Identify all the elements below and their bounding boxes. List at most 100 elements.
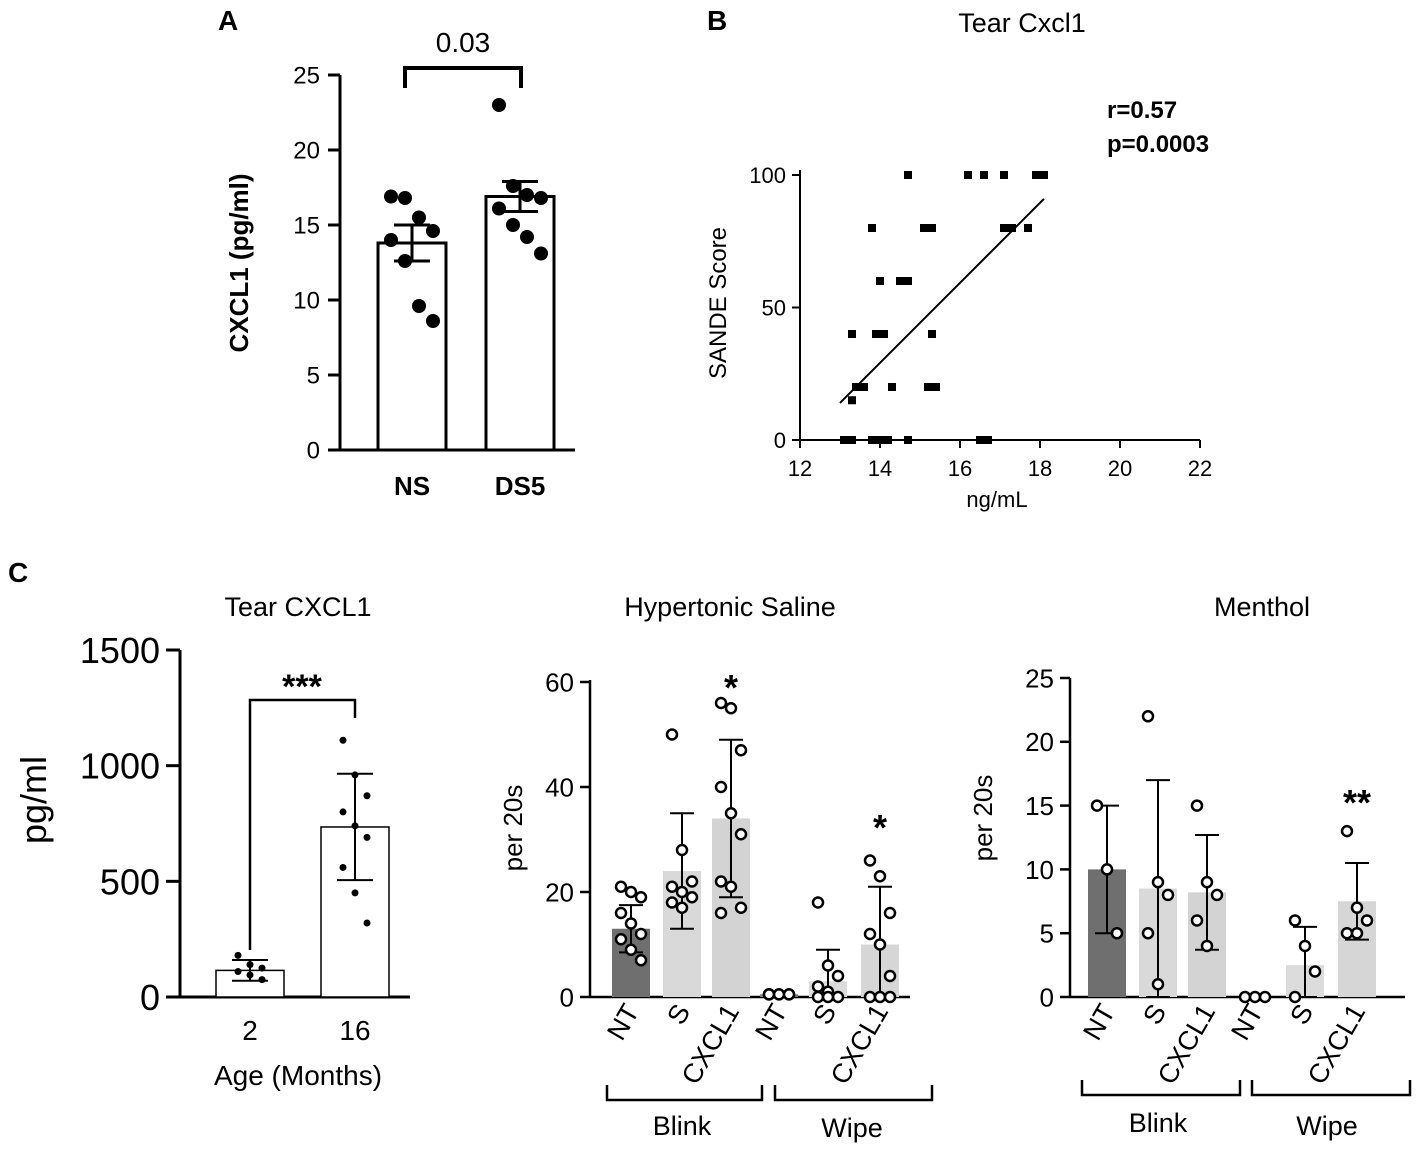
panel-a-bar-ns	[376, 241, 448, 452]
panel-b-data-point	[872, 330, 880, 338]
panel-c2-data-point	[873, 990, 887, 1004]
panel-c3-data-point	[1161, 888, 1175, 902]
panel-a-data-point	[534, 246, 548, 261]
panel-b-data-point	[884, 436, 892, 444]
panel-c1-ytick-label: 1500	[80, 630, 160, 671]
panel-c2-category-label: NT	[601, 999, 645, 1045]
panel-c3-category-label: NT	[1225, 999, 1269, 1045]
panel-a-category-ds5: DS5	[495, 471, 546, 501]
panel-b-data-point	[928, 330, 936, 338]
panel-a-ytick-label: 20	[293, 138, 320, 165]
panel-c3-ytick-label: 10	[1025, 855, 1054, 885]
panel-b-data-point	[840, 436, 848, 444]
panel-c3-data-point	[1350, 926, 1364, 940]
panel-c3-data-point	[1340, 926, 1354, 940]
panel-c2-significance: *	[724, 667, 738, 708]
panel-c2-data-point	[762, 988, 776, 1001]
panel-a-data-point	[520, 230, 534, 244]
panel-b-data-point	[876, 277, 884, 285]
panel-c2-data-point	[831, 969, 845, 983]
panel-c3-category-label: S	[1284, 999, 1319, 1030]
panel-c1-data-point	[351, 822, 359, 830]
panel-b-xtick-label: 16	[948, 456, 972, 481]
panel-c2-data-point	[883, 906, 897, 920]
panel-c3-data-point	[1110, 926, 1124, 940]
panel-c2-data-point	[714, 780, 728, 794]
panel-a-data-point	[506, 179, 520, 193]
panel-c1-data-point	[351, 889, 359, 897]
panel-c2-data-point	[685, 891, 699, 904]
panel-c2-data-point	[734, 744, 748, 757]
panel-c2-data-point	[724, 702, 738, 715]
panel-a-pvalue: 0.03	[436, 27, 491, 58]
panel-label-b: B	[707, 5, 727, 36]
panel-c2-data-point	[863, 854, 877, 867]
panel-a-category-ns: NS	[394, 471, 430, 501]
panel-b-data-point	[1008, 224, 1016, 232]
panel-b-data-point	[1000, 171, 1008, 179]
panel-a-data-point	[506, 218, 520, 232]
panel-b-data-point	[984, 436, 992, 444]
panel-b-data-point	[980, 171, 988, 179]
panel-c2-data-point	[614, 906, 628, 920]
panel-c2-data-point	[863, 927, 877, 941]
panel-c1-data-point	[234, 968, 242, 976]
panel-c2-data-point	[634, 927, 648, 941]
panel-c2-ylabel: per 20s	[498, 785, 528, 872]
panel-b-xlabel: ng/mL	[966, 487, 1027, 512]
panel-c3-ytick-label: 0	[1040, 982, 1054, 1012]
panel-c1-ytick-label: 500	[100, 861, 160, 902]
panel-c3-data-point	[1141, 926, 1155, 940]
panel-c2-data-point	[714, 906, 728, 920]
panel-c2-data-point	[634, 891, 648, 904]
panel-c2-data-point	[614, 933, 628, 946]
panel-c2-data-point	[675, 885, 689, 899]
panel-c3-data-point	[1190, 914, 1204, 927]
panel-a-ytick-label: 5	[307, 363, 320, 390]
panel-c2-data-point	[624, 885, 638, 899]
panel-c3-data-point	[1210, 888, 1224, 902]
panel-c2-ytick-label: 0	[560, 982, 574, 1012]
panel-c3-data-point	[1141, 710, 1155, 723]
panel-c3-group-blink: Blink	[1129, 1108, 1188, 1138]
panel-a-ytick-label: 15	[293, 213, 320, 240]
panel-c3-ytick-label: 5	[1040, 919, 1054, 949]
panel-b-xtick-label: 14	[868, 456, 892, 481]
panel-c3-data-point	[1151, 977, 1165, 991]
panel-c3-ytick-label: 15	[1025, 791, 1054, 821]
panel-c1-category-2: 2	[242, 1015, 258, 1046]
panel-b-data-point	[920, 224, 928, 232]
panel-a-ylabel: CXCL1 (pg/ml)	[224, 173, 254, 352]
panel-c2-data-point	[724, 807, 738, 820]
panel-a-ytick-label: 25	[293, 63, 320, 90]
panel-b-data-point	[904, 171, 912, 179]
panel-c2-data-point	[665, 896, 679, 909]
panel-c1-data-point	[246, 971, 254, 979]
panel-c2-data-point	[821, 990, 835, 1004]
panel-c3-blink-bracket	[1080, 1080, 1242, 1097]
panel-c3-data-point	[1288, 990, 1302, 1004]
panel-a-data-point	[492, 98, 506, 112]
panel-c3-data-point	[1258, 990, 1272, 1004]
panel-c3-data-point	[1151, 875, 1165, 889]
panel-c3-title: Menthol	[1214, 592, 1310, 622]
panel-c3-data-point	[1190, 799, 1204, 812]
panel-a-data-point	[426, 224, 440, 238]
panel-a-data-point	[412, 299, 426, 313]
panel-b-xtick-label: 20	[1108, 456, 1132, 481]
panel-c3-data-point	[1360, 914, 1374, 927]
panel-a-bar-ds5	[484, 195, 556, 452]
panel-a-ytick-label: 10	[293, 288, 320, 315]
panel-c2-significance: *	[873, 807, 887, 848]
panel-c2-data-point	[883, 969, 897, 983]
panel-c1-data-point	[234, 951, 242, 959]
panel-c2-data-point	[734, 828, 748, 841]
panel-a-data-point	[426, 314, 440, 328]
panel-a-data-point	[384, 189, 398, 204]
panel-b-data-point	[976, 436, 984, 444]
panel-c3-ytick-label: 20	[1025, 727, 1054, 757]
panel-c2-data-point	[624, 917, 638, 930]
panel-c2-group-wipe: Wipe	[821, 1113, 883, 1143]
panel-b-data-point	[904, 436, 912, 444]
